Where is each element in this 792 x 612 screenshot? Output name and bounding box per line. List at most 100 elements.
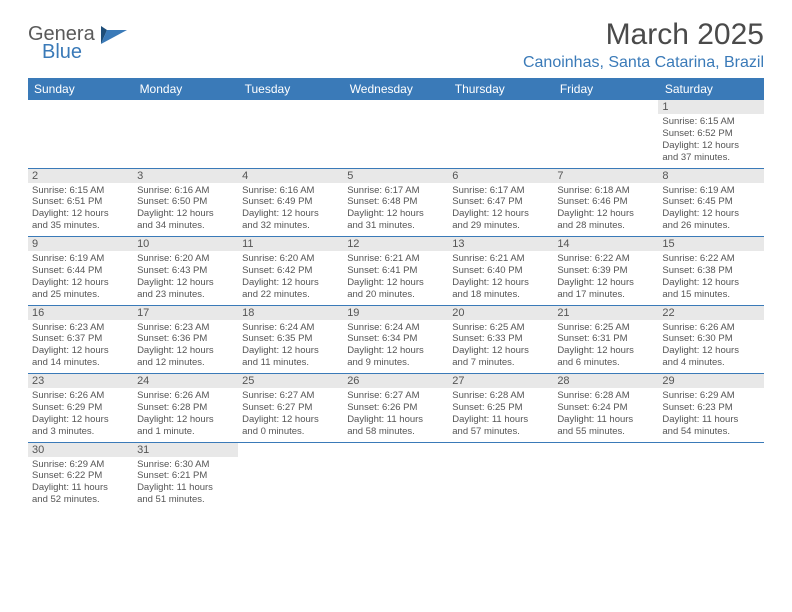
day-number: 19 [343,306,448,320]
day-info: Sunrise: 6:20 AMSunset: 6:42 PMDaylight:… [242,253,339,301]
day-info-line: and 32 minutes. [242,220,339,232]
day-info-line: Sunrise: 6:27 AM [242,390,339,402]
day-info-line: Daylight: 12 hours [32,414,129,426]
day-info-line: and 6 minutes. [557,357,654,369]
day-info-line: Sunrise: 6:26 AM [137,390,234,402]
day-number: 28 [553,374,658,388]
day-info-line: and 28 minutes. [557,220,654,232]
day-info-line: Daylight: 12 hours [242,208,339,220]
day-info-line: Sunset: 6:50 PM [137,196,234,208]
calendar-cell: 21Sunrise: 6:25 AMSunset: 6:31 PMDayligh… [553,305,658,374]
day-number: 30 [28,443,133,457]
day-info-line: and 14 minutes. [32,357,129,369]
page-subtitle: Canoinhas, Santa Catarina, Brazil [523,54,764,72]
day-info-line: Sunset: 6:25 PM [452,402,549,414]
calendar-cell [238,442,343,510]
day-header-row: Sunday Monday Tuesday Wednesday Thursday… [28,78,764,100]
day-info-line: Sunset: 6:44 PM [32,265,129,277]
day-info-line: and 3 minutes. [32,426,129,438]
day-info-line: Sunset: 6:40 PM [452,265,549,277]
day-info-line: Sunrise: 6:21 AM [452,253,549,265]
calendar-row: 9Sunrise: 6:19 AMSunset: 6:44 PMDaylight… [28,237,764,306]
day-number: 20 [448,306,553,320]
day-header: Thursday [448,78,553,100]
day-number: 11 [238,237,343,251]
day-info-line: Daylight: 12 hours [347,345,444,357]
day-info-line: Sunset: 6:26 PM [347,402,444,414]
day-info: Sunrise: 6:21 AMSunset: 6:40 PMDaylight:… [452,253,549,301]
day-info-line: Sunset: 6:41 PM [347,265,444,277]
day-number: 25 [238,374,343,388]
calendar-cell [343,100,448,168]
calendar-cell [133,100,238,168]
day-info-line: Sunset: 6:37 PM [32,333,129,345]
day-info-line: Sunrise: 6:27 AM [347,390,444,402]
day-info-line: Daylight: 12 hours [32,208,129,220]
day-info-line: Sunset: 6:30 PM [662,333,759,345]
calendar-row: 2Sunrise: 6:15 AMSunset: 6:51 PMDaylight… [28,168,764,237]
day-number: 16 [28,306,133,320]
day-info-line: and 0 minutes. [242,426,339,438]
calendar-cell: 20Sunrise: 6:25 AMSunset: 6:33 PMDayligh… [448,305,553,374]
flag-icon [101,26,127,49]
day-info-line: and 23 minutes. [137,289,234,301]
day-info: Sunrise: 6:29 AMSunset: 6:23 PMDaylight:… [662,390,759,438]
day-info-line: Sunrise: 6:29 AM [662,390,759,402]
day-info-line: Sunset: 6:23 PM [662,402,759,414]
day-info-line: Sunrise: 6:20 AM [242,253,339,265]
day-header: Saturday [658,78,763,100]
day-info: Sunrise: 6:25 AMSunset: 6:31 PMDaylight:… [557,322,654,370]
day-info-line: and 12 minutes. [137,357,234,369]
calendar-cell: 12 Sunrise: 6:21 AMSunset: 6:41 PMDayligh… [343,237,448,306]
calendar-cell [553,100,658,168]
day-info: Sunrise: 6:26 AMSunset: 6:30 PMDaylight:… [662,322,759,370]
day-info-line: Sunset: 6:27 PM [242,402,339,414]
day-info: Sunrise: 6:16 AMSunset: 6:50 PMDaylight:… [137,185,234,233]
day-info-line: and 55 minutes. [557,426,654,438]
day-number: 12 [343,237,448,251]
day-number: 4 [238,169,343,183]
day-info-line: Daylight: 11 hours [347,414,444,426]
day-number: 18 [238,306,343,320]
day-info-line: and 54 minutes. [662,426,759,438]
calendar-cell [448,100,553,168]
header: Genera Blue March 2025 Canoinhas, Santa … [28,18,764,72]
calendar-cell: 10Sunrise: 6:20 AMSunset: 6:43 PMDayligh… [133,237,238,306]
day-info-line: and 11 minutes. [242,357,339,369]
calendar-cell [238,100,343,168]
day-info-line: Sunset: 6:46 PM [557,196,654,208]
day-info: Sunrise: 6:21 AMSunset: 6:41 PMDaylight:… [347,253,444,301]
day-info-line: and 25 minutes. [32,289,129,301]
day-info-line: Sunrise: 6:28 AM [557,390,654,402]
day-info: Sunrise: 6:28 AMSunset: 6:24 PMDaylight:… [557,390,654,438]
day-info-line: Daylight: 12 hours [32,277,129,289]
day-info-line: Sunrise: 6:28 AM [452,390,549,402]
day-info-line: Sunrise: 6:20 AM [137,253,234,265]
day-number [28,100,133,102]
calendar-cell: 22Sunrise: 6:26 AMSunset: 6:30 PMDayligh… [658,305,763,374]
day-info-line: Sunrise: 6:18 AM [557,185,654,197]
day-info-line: Sunrise: 6:19 AM [32,253,129,265]
day-info-line: Sunrise: 6:29 AM [32,459,129,471]
day-info-line: Daylight: 12 hours [452,345,549,357]
day-info: Sunrise: 6:26 AMSunset: 6:28 PMDaylight:… [137,390,234,438]
calendar-cell: 6Sunrise: 6:17 AMSunset: 6:47 PMDaylight… [448,168,553,237]
day-number: 9 [28,237,133,251]
day-info-line: Sunset: 6:38 PM [662,265,759,277]
day-info: Sunrise: 6:23 AMSunset: 6:37 PMDaylight:… [32,322,129,370]
day-info: Sunrise: 6:17 AMSunset: 6:47 PMDaylight:… [452,185,549,233]
day-header: Tuesday [238,78,343,100]
day-number: 7 [553,169,658,183]
day-info-line: Sunrise: 6:23 AM [32,322,129,334]
day-number [658,443,763,445]
day-number [238,443,343,445]
calendar-cell: 9 Sunrise: 6:19 AMSunset: 6:44 PMDaylight… [28,237,133,306]
calendar-row: 16Sunrise: 6:23 AMSunset: 6:37 PMDayligh… [28,305,764,374]
day-info-line: and 58 minutes. [347,426,444,438]
day-info-line: and 18 minutes. [452,289,549,301]
calendar-table: Sunday Monday Tuesday Wednesday Thursday… [28,78,764,510]
day-info: Sunrise: 6:16 AMSunset: 6:49 PMDaylight:… [242,185,339,233]
day-info-line: Daylight: 12 hours [347,277,444,289]
day-info-line: Sunset: 6:29 PM [32,402,129,414]
day-info-line: Daylight: 12 hours [137,414,234,426]
